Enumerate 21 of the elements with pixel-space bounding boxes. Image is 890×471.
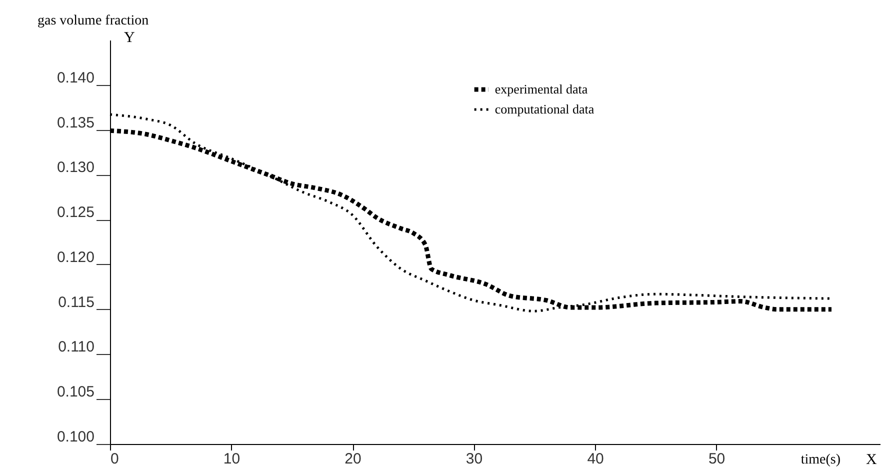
y-tick-label: 0.135: [56, 114, 94, 132]
y-tick-label: 0.110: [58, 338, 94, 356]
y-tick-label: 0.115: [58, 294, 94, 311]
y-axis-title: gas volume fraction: [38, 14, 149, 28]
x-tick-label: 0: [110, 450, 119, 468]
legend-label: experimental data: [494, 82, 588, 96]
y-tick-label: 0.105: [56, 384, 94, 401]
y-tick-label: 0.140: [56, 69, 94, 86]
x-tick-label: 40: [587, 450, 604, 468]
x-tick-label: 20: [344, 450, 362, 468]
y-tick-label: 0.120: [56, 248, 94, 266]
x-axis-title: time(s): [800, 452, 841, 468]
y-tick-label: 0.130: [56, 159, 94, 176]
y-tick-label: 0.125: [56, 204, 94, 222]
legend-label: computational data: [494, 102, 594, 116]
y-tick-label: 0.100: [56, 428, 94, 446]
x-tick-label: 50: [708, 450, 726, 468]
annotation: Y: [124, 30, 135, 46]
x-tick-label: 10: [223, 450, 240, 468]
x-tick-label: 30: [466, 450, 483, 468]
text: X: [866, 452, 877, 468]
